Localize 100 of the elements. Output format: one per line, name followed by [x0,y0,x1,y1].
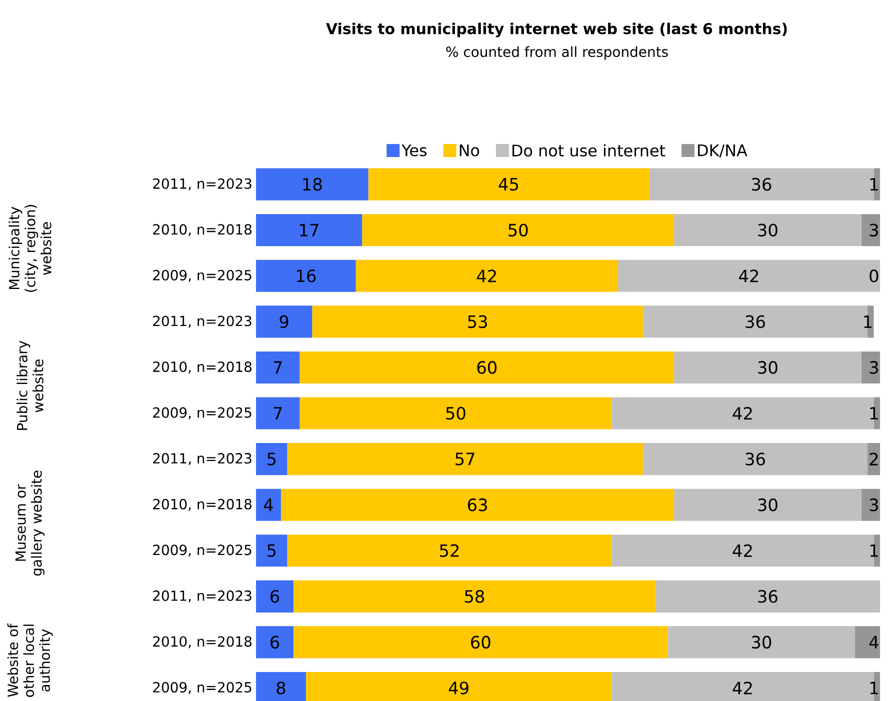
bar [668,626,856,658]
chart-subtitle: % counted from all respondents [446,46,668,60]
data-label: 60 [477,361,497,374]
y-tick-label: 2011, n=2023 [153,316,252,328]
data-label: 50 [446,406,466,420]
text: Municipality (city, region) website [8,204,52,292]
data-label: 1 [870,544,878,557]
bar [256,443,288,476]
chart-title: Visits to municipality internet web site (last 6 months) [326,22,787,38]
bar [256,306,312,338]
bar [287,443,643,476]
y-tick-label: 2011, n=2023 [153,590,252,602]
bar [674,214,862,246]
data-label: 5 [268,452,276,466]
data-label: 58 [464,590,484,603]
legend-label: Yes [402,144,427,156]
data-label: 7 [274,407,282,420]
bar [287,534,612,567]
bar [293,580,656,612]
bar [256,214,362,246]
data-label: 3 [870,224,878,237]
data-label: 36 [752,178,772,191]
y-tick-label: 2010, n=2018 [153,498,252,511]
text: Public library website [16,340,44,430]
bar [861,351,880,384]
data-label: 1 [870,682,878,694]
data-label: 6 [270,590,280,603]
data-label: 36 [746,315,765,328]
text: Museum or gallery website [15,470,45,576]
bar [368,168,650,200]
bar [256,168,368,200]
bar [256,626,294,658]
data-label: 5 [268,544,276,557]
bar [674,488,862,521]
bar [362,214,674,246]
data-label: 1 [870,178,878,190]
bar [300,351,674,384]
data-label: 45 [498,178,518,191]
bar [642,443,868,476]
legend-label: DK/NA [698,144,748,158]
legend-label: Do not use internet [512,144,666,157]
data-label: 30 [758,361,778,374]
data-label: 16 [297,269,316,282]
bar [674,351,862,384]
data-label: 30 [758,224,778,237]
data-label: 3 [870,498,878,512]
data-label: 17 [300,224,318,236]
data-label: 60 [471,636,490,649]
y-tick-label: 2009, n=2025 [153,407,252,420]
data-label: 0 [870,269,878,282]
data-label: 30 [758,498,778,512]
bar [256,580,294,612]
data-label: 42 [739,270,758,282]
data-label: 2 [870,452,878,466]
data-label: 6 [270,636,280,649]
data-label: 42 [732,544,752,557]
data-label: 18 [303,178,322,191]
data-label: 36 [758,590,778,603]
data-label: 42 [732,682,752,694]
bar [256,397,300,430]
bar [868,443,880,476]
data-label: 42 [732,406,752,420]
data-label: 8 [276,682,286,694]
data-label: 63 [468,498,487,512]
legend-label: No [460,144,480,156]
data-label: 1 [870,407,878,420]
y-tick-label: 2009, n=2025 [153,544,252,557]
bar [312,306,643,338]
data-label: 3 [870,361,878,374]
y-tick-label: 2011, n=2023 [153,178,252,190]
data-label: 57 [456,452,474,466]
bar [356,260,618,292]
bar [256,351,300,384]
bar [256,534,288,567]
data-label: 52 [440,544,459,558]
data-label: 4 [264,498,273,512]
data-label: 53 [468,315,487,328]
y-tick-label: 2010, n=2018 [153,224,252,236]
y-tick-label: 2011, n=2023 [153,453,252,466]
bar [300,397,612,430]
data-label: 50 [508,224,528,237]
bar [655,580,880,612]
data-label: 42 [476,270,496,282]
data-label: 30 [752,636,772,649]
bar [293,626,668,658]
data-label: 7 [274,361,282,374]
data-label: 4 [869,636,878,648]
bar [280,488,674,521]
data-label: 36 [746,452,765,466]
bar [256,488,281,521]
data-label: 9 [280,315,288,328]
bar [861,214,880,246]
data-label: 1 [864,316,872,328]
bar [861,488,880,521]
bar [256,260,356,292]
y-tick-label: 2010, n=2018 [153,361,252,374]
text: Website of other local authority [7,623,53,697]
bar [855,626,880,658]
bar [618,260,880,292]
y-tick-label: 2009, n=2025 [153,682,252,694]
